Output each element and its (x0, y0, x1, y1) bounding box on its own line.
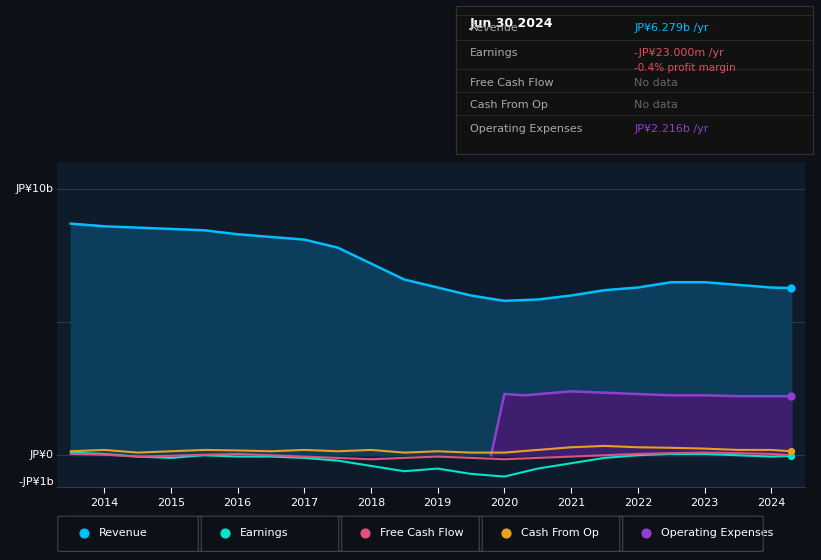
Text: Free Cash Flow: Free Cash Flow (380, 529, 464, 538)
Text: Revenue: Revenue (470, 23, 519, 33)
Text: -JP¥23.000m /yr: -JP¥23.000m /yr (635, 48, 724, 58)
Text: Cash From Op: Cash From Op (521, 529, 599, 538)
Text: Revenue: Revenue (99, 529, 148, 538)
Text: Earnings: Earnings (470, 48, 518, 58)
Point (785, 392, 798, 401)
Text: JP¥0: JP¥0 (30, 450, 53, 460)
Text: JP¥10b: JP¥10b (16, 184, 53, 194)
Text: -0.4% profit margin: -0.4% profit margin (635, 63, 736, 73)
Text: -JP¥1b: -JP¥1b (18, 477, 53, 487)
Text: Free Cash Flow: Free Cash Flow (470, 78, 553, 88)
Point (359, 529, 372, 538)
Text: Operating Expenses: Operating Expenses (470, 124, 582, 134)
Point (785, 283, 798, 292)
Text: Jun 30 2024: Jun 30 2024 (470, 17, 553, 30)
Point (785, 451, 798, 460)
Text: Operating Expenses: Operating Expenses (661, 529, 773, 538)
Text: Cash From Op: Cash From Op (470, 100, 548, 110)
Text: JP¥6.279b /yr: JP¥6.279b /yr (635, 23, 709, 33)
Point (640, 529, 653, 538)
Text: JP¥2.216b /yr: JP¥2.216b /yr (635, 124, 709, 134)
Point (78, 529, 91, 538)
Point (499, 529, 512, 538)
Text: Earnings: Earnings (240, 529, 288, 538)
Text: No data: No data (635, 78, 678, 88)
Point (218, 529, 232, 538)
Text: No data: No data (635, 100, 678, 110)
Point (785, 447, 798, 456)
